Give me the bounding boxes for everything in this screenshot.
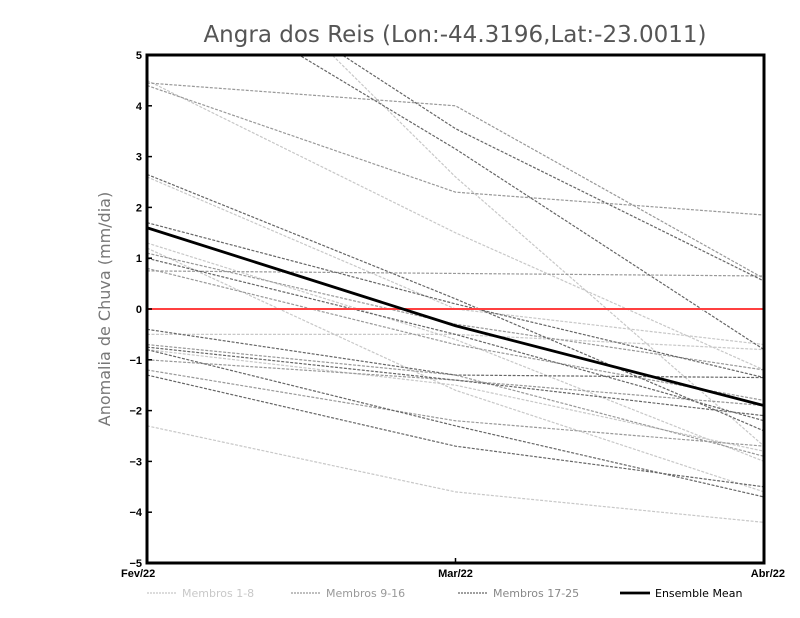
member-line-m6: [147, 333, 764, 351]
member-line-m9: [147, 82, 764, 280]
y-tick-label: 5: [136, 50, 142, 62]
member-line-m21: [147, 328, 764, 379]
member-line-m5: [147, 247, 764, 493]
legend-label: Ensemble Mean: [655, 587, 742, 600]
member-line-m25: [147, 257, 764, 422]
ensemble-mean-line: [147, 226, 764, 407]
member-line-m3: [147, 176, 764, 346]
y-tick-label: −2: [129, 406, 142, 418]
x-tick-label: Mar/22: [438, 568, 473, 580]
plot-lines: [147, 55, 764, 523]
member-line-m1: [331, 55, 764, 447]
y-tick-label: 2: [136, 202, 142, 214]
member-line-m18: [297, 55, 764, 351]
y-tick-label: 3: [136, 152, 142, 164]
y-tick-label: −5: [129, 558, 142, 570]
legend-label: Membros 9-16: [326, 587, 405, 600]
member-line-m11: [147, 270, 764, 277]
member-line-m14: [147, 369, 764, 447]
member-line-m24: [147, 349, 764, 498]
member-line-m13: [147, 359, 764, 407]
y-tick-label: −1: [129, 355, 142, 367]
legend: Membros 1-8 Membros 9-16 Membros 17-25 Ense…: [147, 587, 742, 600]
y-axis-label: Anomalia de Chuva (mm/dia): [95, 192, 114, 426]
y-tick-label: 0: [136, 304, 142, 316]
member-line-m8: [147, 349, 764, 452]
y-ticks: −5 −4 −3 −2 −1 0 1 2 3 4 5: [129, 50, 152, 570]
x-ticks: Fev/22 Mar/22 Abr/22: [121, 558, 785, 580]
chart-title: Angra dos Reis (Lon:-44.3196,Lat:-23.001…: [203, 22, 706, 48]
member-line-m10: [147, 84, 764, 216]
x-tick-label: Abr/22: [751, 568, 785, 580]
member-line-m16: [147, 343, 764, 457]
member-line-m7: [147, 425, 764, 523]
member-line-m12: [147, 252, 764, 371]
x-tick-label: Fev/22: [121, 568, 155, 580]
member-line-m2: [147, 79, 764, 371]
member-line-m15: [147, 267, 764, 402]
legend-label: Membros 17-25: [493, 587, 579, 600]
y-tick-label: 1: [136, 253, 142, 265]
y-tick-label: −3: [129, 456, 142, 468]
y-tick-label: 4: [136, 101, 143, 113]
y-tick-label: −4: [129, 507, 142, 519]
member-line-m20: [147, 222, 764, 379]
legend-label: Membros 1-8: [182, 587, 254, 600]
member-line-m19: [147, 173, 764, 432]
